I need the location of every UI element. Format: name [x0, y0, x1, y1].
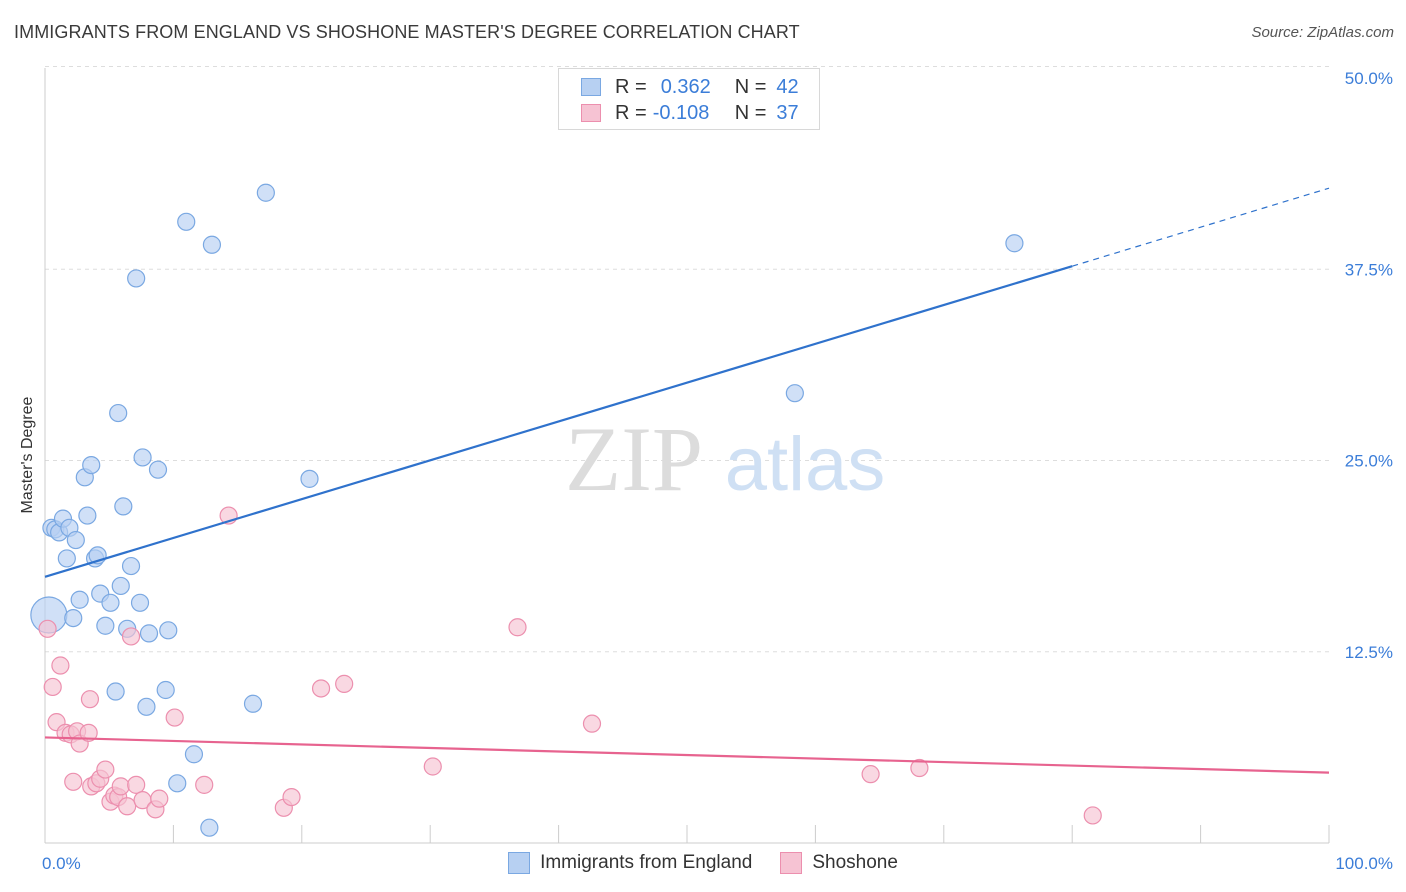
legend-label-shoshone: Shoshone	[812, 852, 898, 873]
grid-layer	[45, 66, 1329, 653]
england-point	[159, 621, 178, 640]
england-point	[202, 235, 222, 254]
england-point	[111, 576, 130, 596]
england-point	[168, 774, 187, 793]
shoshone-point	[508, 618, 527, 637]
england-point	[70, 590, 89, 609]
shoshone-point	[150, 789, 169, 808]
england-point	[139, 624, 159, 643]
axis-layer	[44, 68, 1330, 844]
shoshone-point	[64, 772, 83, 791]
shoshone-point	[121, 627, 141, 646]
england-point	[82, 455, 101, 475]
england-point	[57, 549, 76, 568]
watermark-atlas: atlas	[725, 422, 886, 507]
n-value: 37	[776, 101, 799, 124]
chart-title: IMMIGRANTS FROM ENGLAND VS SHOSHONE MAST…	[14, 22, 800, 42]
england-point	[785, 384, 804, 403]
shoshone-point	[118, 797, 137, 816]
shoshone-point	[127, 775, 146, 794]
england-point	[101, 593, 120, 612]
watermark: ZIP atlas	[565, 408, 885, 510]
england-point	[109, 403, 128, 423]
shoshone-point	[165, 708, 184, 727]
n-label: N =	[734, 101, 767, 124]
r-value: -0.108	[652, 101, 710, 124]
stats-legend: R = 0.362 N = 42 R = -0.108 N = 37	[558, 68, 820, 130]
england-point	[300, 469, 319, 488]
england-point	[78, 506, 97, 525]
england-point	[96, 616, 115, 635]
england-point	[177, 212, 196, 231]
y-tick-label: 50.0%	[1345, 69, 1393, 88]
y-tick-label: 37.5%	[1345, 260, 1393, 279]
y-tick-label: 12.5%	[1345, 643, 1393, 662]
england-point	[127, 269, 146, 288]
shoshone-point	[96, 760, 115, 779]
n-value: 42	[776, 75, 799, 98]
y-tick-label: 25.0%	[1345, 452, 1393, 471]
shoshone-point	[582, 714, 602, 733]
points-layer	[30, 183, 1102, 837]
england-point	[243, 694, 263, 713]
england-trendline-extension	[1072, 187, 1330, 267]
shoshone-point	[282, 787, 301, 807]
england-legend-swatch	[508, 852, 531, 874]
england-point	[156, 680, 175, 700]
shoshone-legend-swatch	[780, 852, 803, 874]
england-point	[64, 608, 83, 628]
shoshone-point	[423, 757, 442, 776]
shoshone-point	[38, 619, 57, 638]
shoshone-trendline	[44, 736, 1330, 774]
watermark-zip: ZIP	[565, 408, 703, 510]
trend-layer	[44, 187, 1330, 774]
shoshone-swatch	[581, 104, 601, 122]
shoshone-point	[80, 690, 100, 709]
england-point	[130, 593, 150, 612]
shoshone-point	[1083, 806, 1102, 825]
r-value: 0.362	[660, 75, 711, 98]
england-point	[66, 530, 85, 550]
legend-item-england[interactable]: Immigrants from England	[508, 852, 752, 874]
n-label: N =	[734, 75, 767, 98]
legend-label-england: Immigrants from England	[540, 852, 753, 873]
england-point	[200, 818, 219, 837]
r-label: R =	[615, 75, 647, 98]
england-point	[121, 556, 141, 576]
shoshone-point	[43, 677, 62, 697]
shoshone-point	[335, 674, 354, 693]
shoshone-point	[51, 656, 70, 675]
series-legend: Immigrants from England Shoshone	[0, 852, 1406, 874]
england-point	[137, 697, 156, 716]
y-axis-label: Master's Degree	[19, 396, 36, 514]
r-label: R =	[615, 101, 647, 124]
tick-labels-layer: 12.5% 25.0% 37.5% 50.0% 0.0% 100.0%	[42, 69, 1393, 873]
england-point	[1005, 234, 1024, 253]
england-trendline	[44, 265, 1073, 578]
england-swatch	[581, 78, 601, 96]
stats-row-shoshone: R = -0.108 N = 37	[581, 100, 799, 126]
x-tick-label: 100.0%	[1335, 854, 1393, 873]
shoshone-point	[79, 723, 98, 742]
shoshone-point	[861, 765, 880, 784]
england-point	[148, 460, 168, 479]
shoshone-point	[111, 777, 130, 796]
shoshone-point	[910, 758, 929, 778]
legend-item-shoshone[interactable]: Shoshone	[780, 852, 898, 874]
england-point	[106, 682, 125, 701]
stats-row-england: R = 0.362 N = 42	[581, 74, 799, 100]
shoshone-point	[311, 679, 331, 698]
england-point	[114, 497, 133, 516]
england-point	[184, 745, 204, 764]
shoshone-point	[195, 775, 214, 794]
x-tick-label: 0.0%	[42, 854, 81, 873]
source-note: Source: ZipAtlas.com	[1251, 24, 1394, 41]
england-point	[256, 183, 275, 202]
england-point	[133, 448, 152, 467]
